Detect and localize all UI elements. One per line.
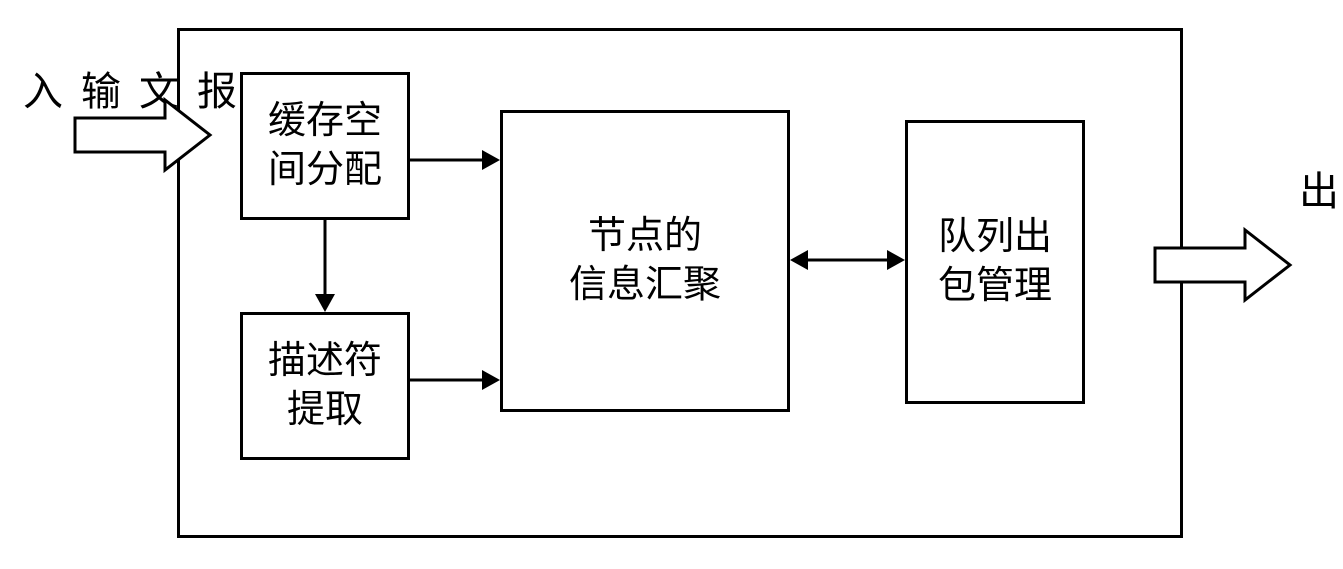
- arrow-extract-to-agg: [410, 365, 500, 395]
- node-queue-line2: 包管理: [938, 265, 1052, 307]
- block-arrow-out: [1155, 230, 1290, 300]
- node-agg: 节点的 信息汇聚: [500, 110, 790, 412]
- arrow-alloc-to-agg: [410, 145, 500, 175]
- node-extract-line1: 描述符: [268, 340, 382, 382]
- node-agg-line2: 信息汇聚: [569, 264, 721, 306]
- arrow-agg-queue-bidir: [790, 245, 905, 275]
- node-alloc-line2: 间分配: [268, 149, 382, 191]
- node-extract: 描述符 提取: [240, 312, 410, 460]
- output-label: 报文输出: [1286, 170, 1343, 216]
- arrow-alloc-to-extract: [310, 220, 340, 312]
- node-alloc: 缓存空 间分配: [240, 72, 410, 220]
- node-extract-line2: 提取: [287, 389, 363, 431]
- block-arrow-in: [75, 100, 210, 170]
- node-queue-line1: 队列出: [938, 216, 1052, 258]
- node-agg-line1: 节点的: [588, 215, 702, 257]
- node-queue: 队列出 包管理: [905, 120, 1085, 404]
- node-alloc-line1: 缓存空: [268, 100, 382, 142]
